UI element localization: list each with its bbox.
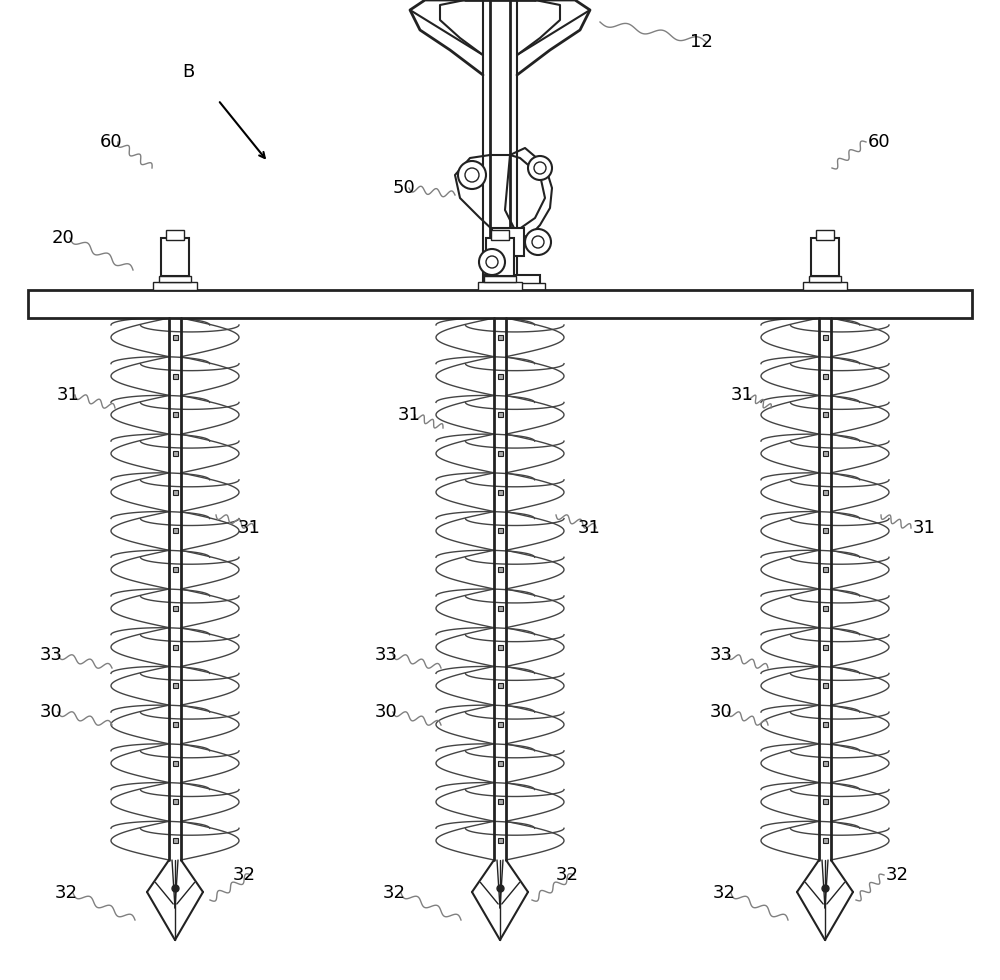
Circle shape	[534, 162, 546, 174]
Text: 31: 31	[57, 386, 80, 404]
Bar	[484, 276, 516, 282]
Bar	[498, 528, 503, 533]
Bar	[173, 683, 178, 688]
Text: 20: 20	[52, 229, 75, 247]
Bar	[822, 490, 828, 495]
Bar	[173, 490, 178, 495]
Circle shape	[525, 229, 551, 255]
Bar	[803, 282, 847, 290]
Bar	[173, 800, 178, 805]
Bar	[491, 230, 509, 240]
Circle shape	[465, 168, 479, 182]
Bar	[822, 413, 828, 417]
Text: 30: 30	[375, 703, 398, 721]
Bar	[173, 645, 178, 650]
Bar	[173, 606, 178, 611]
Text: 31: 31	[913, 519, 936, 537]
Bar	[809, 276, 841, 282]
Bar	[173, 373, 178, 378]
Text: 31: 31	[731, 386, 754, 404]
Bar	[161, 238, 189, 276]
Bar	[816, 230, 834, 240]
Bar	[486, 238, 514, 276]
Bar	[822, 838, 828, 843]
Bar	[822, 567, 828, 572]
Text: 31: 31	[398, 406, 421, 424]
Bar	[498, 451, 503, 456]
Bar	[173, 335, 178, 340]
Bar	[173, 567, 178, 572]
Bar	[822, 606, 828, 611]
Text: 60: 60	[868, 133, 891, 151]
Bar	[173, 838, 178, 843]
Text: 33: 33	[710, 646, 733, 664]
Bar	[153, 282, 197, 290]
Bar	[498, 760, 503, 765]
Circle shape	[479, 249, 505, 275]
Text: 32: 32	[55, 884, 78, 902]
Text: 30: 30	[710, 703, 733, 721]
Bar	[822, 528, 828, 533]
Bar	[173, 760, 178, 765]
Bar	[173, 413, 178, 417]
Bar	[498, 800, 503, 805]
Bar	[173, 528, 178, 533]
Bar	[822, 373, 828, 378]
Text: 31: 31	[578, 519, 601, 537]
Text: 32: 32	[886, 866, 909, 884]
Bar	[498, 722, 503, 727]
Bar	[480, 283, 545, 291]
Bar	[485, 275, 540, 291]
Bar	[822, 451, 828, 456]
Bar	[478, 282, 522, 290]
Text: B: B	[182, 63, 194, 81]
Text: 33: 33	[40, 646, 63, 664]
Bar	[498, 645, 503, 650]
Text: 30: 30	[40, 703, 63, 721]
Bar	[811, 238, 839, 276]
Bar	[492, 228, 524, 256]
Circle shape	[528, 156, 552, 180]
Bar	[159, 276, 191, 282]
Circle shape	[532, 236, 544, 248]
Bar	[822, 800, 828, 805]
Text: 32: 32	[556, 866, 579, 884]
Bar	[498, 490, 503, 495]
Bar	[498, 838, 503, 843]
Bar	[166, 230, 184, 240]
Text: 33: 33	[375, 646, 398, 664]
Circle shape	[458, 161, 486, 189]
Bar	[498, 606, 503, 611]
Bar	[28, 290, 972, 318]
Bar	[173, 722, 178, 727]
Bar	[498, 413, 503, 417]
Circle shape	[486, 256, 498, 268]
Text: 50: 50	[393, 179, 416, 197]
Text: 12: 12	[690, 33, 713, 51]
Bar	[822, 722, 828, 727]
Bar	[498, 373, 503, 378]
Bar	[498, 567, 503, 572]
Text: 32: 32	[233, 866, 256, 884]
Bar	[173, 451, 178, 456]
Text: 60: 60	[100, 133, 123, 151]
Bar	[498, 335, 503, 340]
Text: 32: 32	[713, 884, 736, 902]
Bar	[822, 335, 828, 340]
Text: 32: 32	[383, 884, 406, 902]
Bar	[822, 645, 828, 650]
Bar	[822, 760, 828, 765]
Bar	[498, 683, 503, 688]
Bar	[822, 683, 828, 688]
Text: 31: 31	[238, 519, 261, 537]
